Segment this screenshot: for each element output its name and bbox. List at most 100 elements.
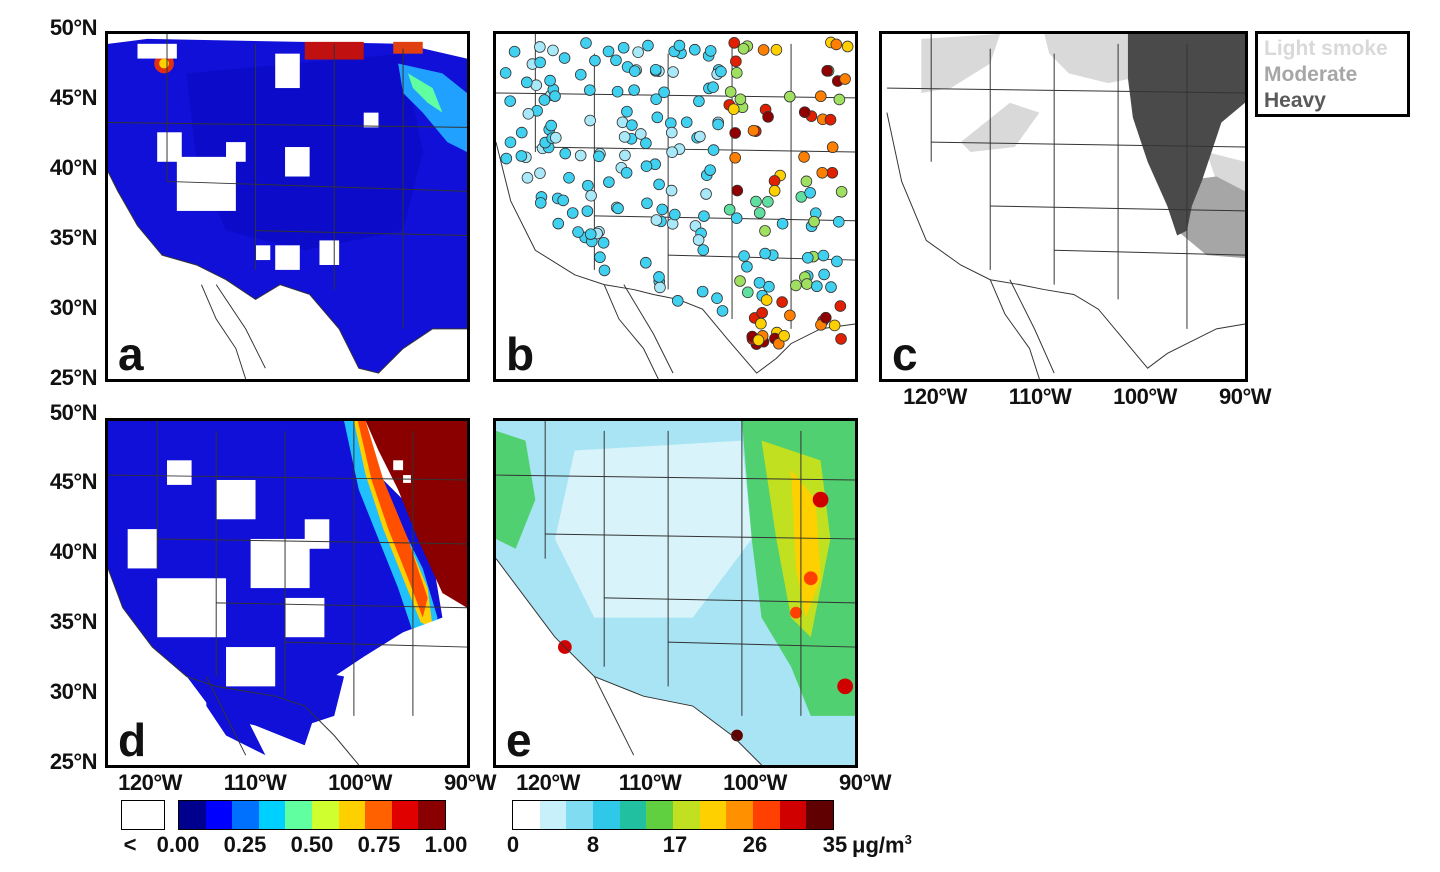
site-marker [534,56,546,69]
site-marker [545,119,557,132]
site-marker [653,178,665,191]
site-marker [731,184,744,197]
lon-label-110w-e: 110°W [618,770,682,795]
site-marker [580,37,592,49]
site-marker [798,106,811,118]
cbar-frac-segment-0 [179,801,206,829]
site-marker [602,45,615,58]
site-markers [499,36,854,350]
colorbar-fraction-tick-3: 0.75 [357,832,401,857]
lon-label-90w-d: 90°W [443,770,497,795]
colorbar-fraction [178,800,446,830]
cbar-pm-segment-4 [619,801,647,829]
lat-label-25n-bottom: 25°N [49,749,98,774]
site-marker [549,131,562,144]
site-marker [841,40,854,53]
site-marker [756,306,768,319]
site-marker [801,252,814,264]
cbar-frac-segment-6 [338,801,366,829]
site-marker [612,202,624,215]
site-marker [723,203,736,216]
site-marker [597,236,610,249]
colorbar-pm25-tick-3: 26 [742,832,768,857]
site-marker [700,188,712,200]
site-marker [804,186,816,199]
site-marker [830,38,843,51]
cbar-pm-segment-9 [753,801,780,829]
site-marker [798,151,810,163]
cbar-pm-segment-5 [646,801,674,829]
site-marker [825,281,837,293]
site-marker [730,55,742,68]
cbar-frac-segment-9 [418,801,445,829]
smoke-legend: Light smoke Moderate Heavy [1255,31,1410,117]
site-marker [671,295,684,307]
cbar-frac-segment-5 [311,801,339,829]
site-marker [760,294,773,306]
map-panel-c: c [879,31,1248,382]
panel-b-label: b [506,328,535,380]
site-marker [728,37,741,49]
site-marker [741,260,753,273]
site-marker [753,276,766,289]
site-marker [642,39,654,52]
colorbar-fraction-tick-2: 0.50 [290,832,334,857]
lon-label-100w-e: 100°W [723,770,787,795]
site-marker [831,255,843,268]
site-marker [826,166,839,179]
cbar-frac-segment-4 [285,801,312,829]
site-marker [817,249,830,262]
site-marker [552,217,565,230]
site-marker [584,114,596,127]
site-marker [584,228,597,240]
cbar-pm-segment-1 [539,801,567,829]
site-marker [508,45,521,58]
site-marker [801,278,813,290]
site-marker [835,185,848,198]
site-marker [611,85,624,98]
site-marker [557,194,569,207]
site-marker [628,84,640,96]
colorbar-pm25 [512,800,834,830]
lat-label-25n-top: 25°N [49,365,98,390]
lon-label-90w-c: 90°W [1218,384,1272,409]
site-marker [658,86,670,99]
map-panel-b: b [493,31,858,382]
site-marker [504,95,516,107]
site-marker [639,256,652,269]
site-marker [558,52,571,64]
site-marker [821,65,833,77]
site-marker [790,279,802,292]
site-marker [737,42,750,55]
site-marker [759,247,771,260]
site-marker [640,137,652,149]
site-marker [704,164,716,176]
site-marker [816,166,829,179]
site-marker [666,146,678,158]
site-marker [832,216,845,228]
site-marker [566,207,579,219]
site-marker [729,127,742,139]
site-marker [762,111,774,123]
lat-label-50n-top: 50°N [49,15,98,40]
site-marker [563,172,575,184]
site-marker [593,150,605,163]
site-marker [500,152,513,165]
legend-heavy-smoke: Heavy [1264,89,1326,112]
site-marker [747,124,760,137]
site-marker [521,172,534,184]
site-marker [712,118,724,131]
site-marker [752,334,765,346]
site-marker [833,93,846,106]
lat-label-35n-top: 35°N [49,225,98,250]
site-marker [692,234,705,246]
site-marker [778,330,790,342]
panel-e-label: e [506,714,532,766]
site-marker [632,46,644,58]
site-marker [603,176,615,188]
map-panel-a: a [105,31,470,382]
cbar-pm-segment-7 [699,801,727,829]
cbar-pm-segment-10 [779,801,807,829]
site-marker [730,212,743,224]
cbar-pm-segment-8 [726,801,754,829]
